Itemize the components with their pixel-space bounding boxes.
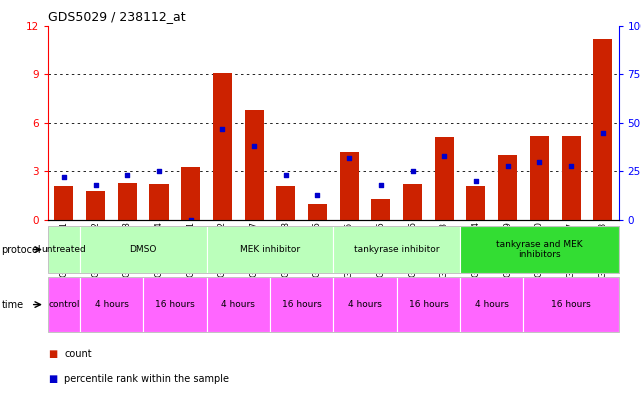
Bar bbox=[371, 199, 390, 220]
Bar bbox=[340, 152, 359, 220]
Bar bbox=[149, 184, 169, 220]
Text: percentile rank within the sample: percentile rank within the sample bbox=[64, 374, 229, 384]
Text: 16 hours: 16 hours bbox=[282, 300, 322, 309]
Text: 4 hours: 4 hours bbox=[94, 300, 128, 309]
Point bbox=[534, 158, 544, 165]
Text: GDS5029 / 238112_at: GDS5029 / 238112_at bbox=[48, 10, 186, 23]
Bar bbox=[118, 183, 137, 220]
Text: control: control bbox=[48, 300, 79, 309]
Text: DMSO: DMSO bbox=[129, 245, 157, 254]
Point bbox=[344, 155, 354, 161]
Text: ■: ■ bbox=[48, 374, 57, 384]
Point bbox=[217, 125, 228, 132]
Text: protocol: protocol bbox=[1, 244, 41, 255]
Text: MEK inhibitor: MEK inhibitor bbox=[240, 245, 300, 254]
Point bbox=[90, 182, 101, 188]
Bar bbox=[213, 73, 232, 220]
Bar bbox=[562, 136, 581, 220]
Bar bbox=[86, 191, 105, 220]
Text: 16 hours: 16 hours bbox=[155, 300, 195, 309]
Point bbox=[566, 162, 576, 169]
Point bbox=[408, 168, 418, 174]
Point bbox=[249, 143, 259, 149]
Point bbox=[503, 162, 513, 169]
Text: count: count bbox=[64, 349, 92, 359]
Text: 4 hours: 4 hours bbox=[348, 300, 382, 309]
Point bbox=[281, 172, 291, 178]
Bar bbox=[54, 186, 74, 220]
Text: untreated: untreated bbox=[42, 245, 87, 254]
Bar bbox=[435, 138, 454, 220]
Point bbox=[439, 153, 449, 159]
Bar bbox=[530, 136, 549, 220]
Bar bbox=[308, 204, 327, 220]
Bar bbox=[403, 184, 422, 220]
Point bbox=[376, 182, 386, 188]
Point bbox=[185, 217, 196, 223]
Text: ■: ■ bbox=[48, 349, 57, 359]
Text: tankyrase inhibitor: tankyrase inhibitor bbox=[354, 245, 440, 254]
Bar bbox=[467, 186, 485, 220]
Point bbox=[122, 172, 133, 178]
Point bbox=[597, 129, 608, 136]
Text: tankyrase and MEK
inhibitors: tankyrase and MEK inhibitors bbox=[496, 240, 583, 259]
Bar bbox=[276, 186, 296, 220]
Text: 4 hours: 4 hours bbox=[221, 300, 255, 309]
Bar bbox=[498, 155, 517, 220]
Text: 16 hours: 16 hours bbox=[408, 300, 448, 309]
Bar bbox=[181, 167, 200, 220]
Text: 16 hours: 16 hours bbox=[551, 300, 591, 309]
Point bbox=[154, 168, 164, 174]
Point bbox=[59, 174, 69, 180]
Text: 4 hours: 4 hours bbox=[475, 300, 509, 309]
Point bbox=[312, 192, 322, 198]
Point bbox=[470, 178, 481, 184]
Bar bbox=[593, 39, 612, 220]
Text: time: time bbox=[1, 299, 24, 310]
Bar bbox=[245, 110, 263, 220]
